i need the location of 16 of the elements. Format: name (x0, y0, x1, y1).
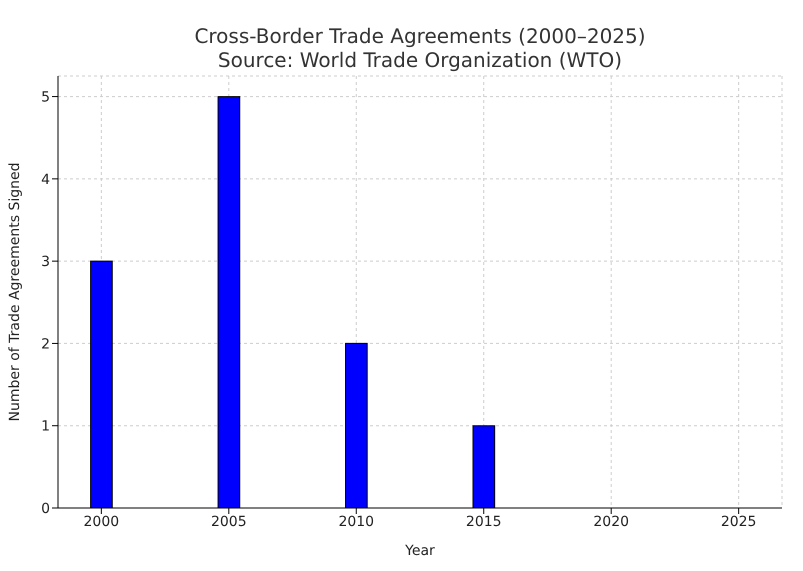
x-tick-label: 2005 (210, 514, 247, 530)
chart-title: Cross-Border Trade Agreements (2000–2025) (193, 24, 647, 48)
chart-subtitle: Source: World Trade Organization (WTO) (216, 48, 624, 72)
x-tick-label: 2010 (338, 514, 374, 530)
y-tick-label: 0 (41, 500, 50, 517)
y-tick-label: 3 (41, 254, 50, 270)
x-tick-label: 2025 (720, 514, 756, 530)
y-tick-label: 5 (41, 90, 50, 106)
x-tick-label: 2000 (84, 514, 120, 530)
x-axis-title: Year (404, 543, 436, 559)
y-tick-label: 4 (41, 172, 50, 188)
y-tick-label: 2 (41, 336, 50, 352)
x-tick-label: 2015 (466, 514, 502, 530)
y-tick-label: 1 (41, 418, 50, 435)
y-axis-title: Number of Trade Agreements Signed (6, 162, 23, 422)
x-tick-label: 2020 (593, 514, 630, 530)
